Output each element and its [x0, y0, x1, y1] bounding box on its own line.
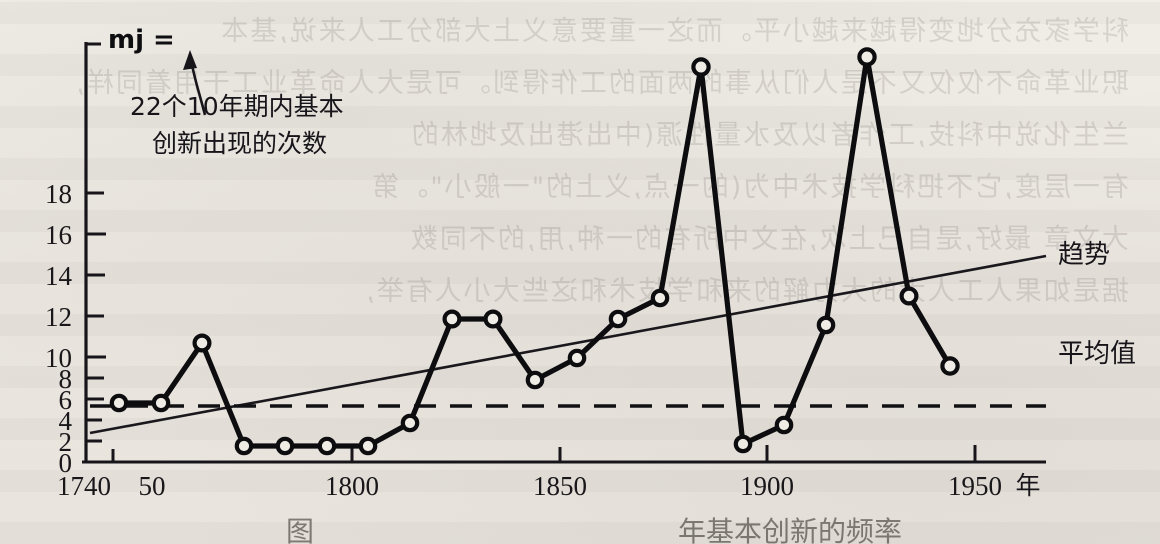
- data-point-markers: [109, 47, 960, 456]
- y-tick-label-2: 2: [59, 427, 73, 457]
- figure-caption-label: 图: [286, 515, 314, 544]
- average-line-label: 平均值: [1058, 339, 1136, 369]
- y-axis-symbol-label: mj =: [108, 25, 175, 55]
- x-tick-label-1850: 1850: [533, 471, 587, 501]
- data-point: [525, 370, 545, 390]
- data-point: [400, 413, 420, 433]
- data-point: [567, 348, 587, 368]
- y-ticks-group: [86, 191, 106, 464]
- trend-line-label: 趋势: [1058, 240, 1110, 270]
- x-tick-label-1750: 50: [139, 471, 166, 501]
- data-point: [940, 356, 960, 376]
- y-annotation-line-2: 创新出现的次数: [152, 129, 327, 158]
- data-point: [816, 315, 836, 335]
- y-tick-label-14: 14: [45, 261, 73, 291]
- data-point: [650, 288, 670, 308]
- y-tick-label-16: 16: [45, 220, 72, 250]
- y-tick-label-12: 12: [45, 302, 72, 332]
- data-point: [234, 436, 254, 456]
- data-point: [275, 436, 295, 456]
- data-point: [483, 309, 503, 329]
- axes-group: [82, 42, 1046, 464]
- y-tick-label-10: 10: [45, 343, 72, 373]
- figure-caption-text: 年基本创新的频率: [678, 515, 902, 544]
- y-annotation-line-1: 22个10年期内基本: [130, 92, 344, 121]
- data-point: [358, 436, 378, 456]
- data-point: [691, 57, 711, 77]
- x-tick-label-1900: 1900: [740, 471, 794, 501]
- data-point: [899, 286, 919, 306]
- x-tick-label-1800: 1800: [325, 471, 379, 501]
- data-point: [733, 434, 753, 454]
- data-point: [774, 415, 794, 435]
- y-tick-label-8: 8: [59, 364, 73, 394]
- data-point: [442, 309, 462, 329]
- y-tick-label-4: 4: [59, 406, 73, 436]
- x-ticks-group: [84, 444, 977, 462]
- data-point: [608, 309, 628, 329]
- x-tick-label-1950: 1950: [948, 471, 1002, 501]
- y-tick-label-18: 18: [45, 179, 72, 209]
- trend-line: [89, 254, 1047, 435]
- data-point: [857, 47, 877, 67]
- y-tick-label-0: 0: [59, 448, 73, 478]
- x-tick-label-1740: 1740: [57, 471, 111, 501]
- y-tick-label-6: 6: [59, 385, 73, 415]
- data-point: [151, 393, 171, 413]
- data-point: [109, 393, 129, 413]
- data-point: [317, 436, 337, 456]
- annotation-arrow-icon: [183, 50, 207, 116]
- data-point: [192, 333, 212, 353]
- x-axis-unit-label: 年: [1015, 471, 1040, 500]
